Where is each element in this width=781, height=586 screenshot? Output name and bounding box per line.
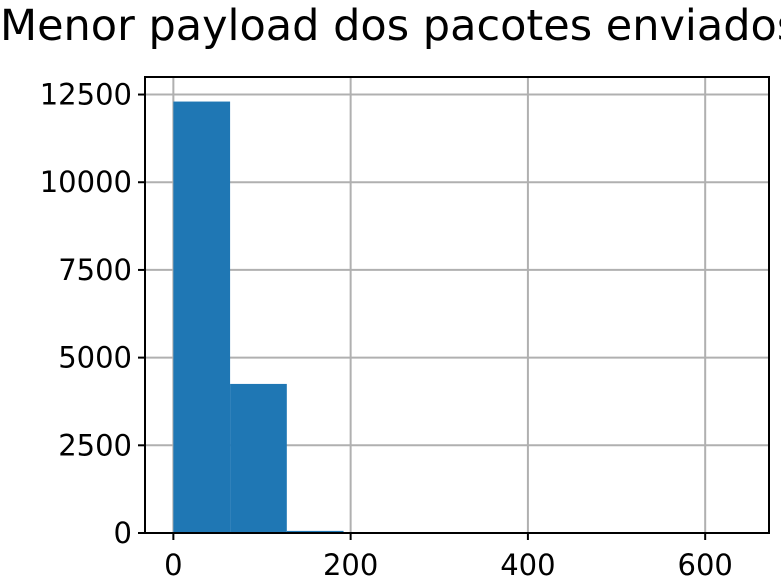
- x-tick-label: 400: [500, 548, 555, 582]
- y-tick-label: 0: [114, 516, 132, 550]
- x-tick-label: 0: [164, 548, 182, 582]
- plot-area-frame: [144, 76, 770, 534]
- y-tick-label: 2500: [58, 428, 132, 462]
- histogram-bar: [230, 383, 287, 533]
- axis-ticks: 0 200 400 600 0 2500 5000 7500 10000 12500: [40, 78, 733, 582]
- grid-lines: [145, 77, 769, 534]
- chart-title: Menor payload dos pacotes enviados: [0, 1, 781, 51]
- histogram-bar: [286, 530, 344, 533]
- x-tick-label: 200: [323, 548, 378, 582]
- y-tick-label: 7500: [58, 253, 132, 287]
- y-tick-label: 10000: [40, 165, 132, 199]
- histogram-bars: [173, 101, 741, 534]
- histogram-bar: [173, 101, 231, 534]
- y-tick-label: 12500: [40, 78, 132, 112]
- y-tick-label: 5000: [58, 341, 132, 375]
- x-tick-label: 600: [678, 548, 733, 582]
